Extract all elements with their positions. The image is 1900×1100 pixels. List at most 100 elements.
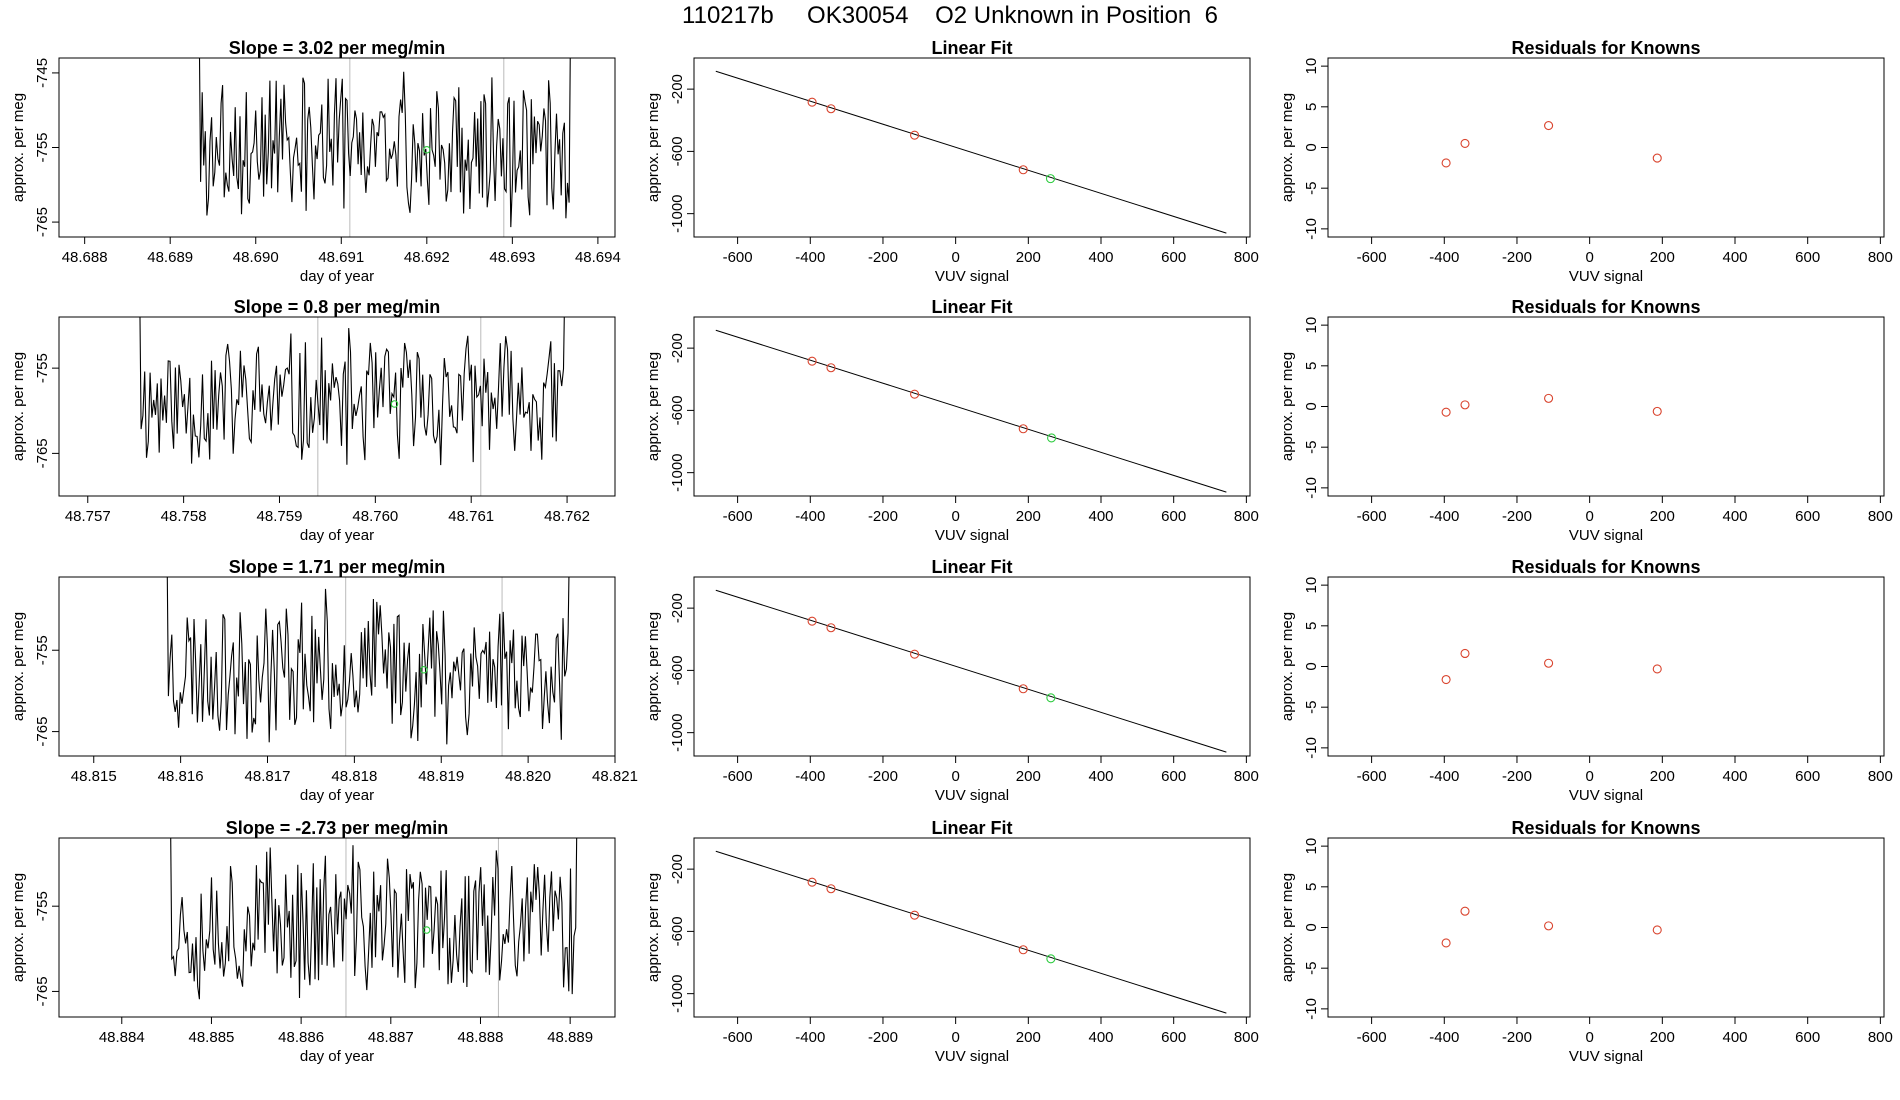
y-tick-label: 10 (1303, 838, 1320, 855)
y-tick-label: -1000 (669, 194, 686, 232)
y-tick-label: 0 (1303, 923, 1320, 931)
y-axis-label: approx. per meg (645, 93, 662, 202)
known-point (807, 97, 817, 107)
chart-title: Linear Fit (931, 818, 1012, 838)
x-tick-label: 600 (1795, 768, 1820, 785)
y-tick-label: 5 (1303, 362, 1320, 370)
x-tick-label: 0 (1585, 768, 1593, 785)
known-point (807, 616, 817, 626)
residual-point (1544, 921, 1554, 931)
x-axis-label: VUV signal (935, 787, 1009, 804)
y-tick-label: -600 (669, 916, 686, 946)
x-tick-label: 48.692 (404, 249, 450, 266)
x-tick-label: -400 (1429, 1029, 1459, 1046)
plot-frame (693, 576, 1251, 757)
residual-point (1652, 406, 1662, 416)
chart-title: Residuals for Knowns (1511, 818, 1700, 838)
x-tick-label: 600 (1795, 508, 1820, 525)
y-axis-label: approx. per meg (1279, 873, 1296, 982)
x-tick-label: 48.761 (448, 508, 494, 525)
plot-frame (693, 57, 1251, 238)
y-tick-label: -600 (669, 655, 686, 685)
y-tick-label: -600 (669, 136, 686, 166)
unknown-point (423, 145, 431, 154)
x-tick-label: 600 (1795, 249, 1820, 266)
plot-frame (693, 837, 1251, 1018)
plot-area (1441, 120, 1662, 168)
y-tick-label: 10 (1303, 317, 1320, 334)
y-tick-label: -200 (669, 593, 686, 623)
plot-area (715, 850, 1227, 1014)
x-tick-label: 600 (1795, 1029, 1820, 1046)
x-tick-label: 800 (1868, 249, 1893, 266)
y-tick-label: 5 (1303, 103, 1320, 111)
x-tick-label: 48.759 (257, 508, 303, 525)
x-tick-label: 0 (1585, 1029, 1593, 1046)
unknown-point (420, 666, 428, 674)
x-tick-label: -200 (868, 249, 898, 266)
y-tick-label: -755 (34, 132, 51, 162)
chart-title: Slope = 3.02 per meg/min (229, 38, 446, 58)
known-point (1018, 945, 1028, 955)
chart-panel-time-4: Slope = -2.73 per meg/min 48.884 48.885 48.… (10, 818, 616, 1065)
residual-point (1441, 407, 1451, 417)
residual-point (1544, 393, 1554, 403)
x-axis-label: day of year (300, 1048, 374, 1065)
plot-frame (58, 576, 616, 757)
chart-title: Linear Fit (931, 38, 1012, 58)
plot-frame (1327, 576, 1885, 757)
x-tick-label: 400 (1088, 768, 1113, 785)
plot-area (1441, 648, 1662, 685)
chart-title: Residuals for Knowns (1511, 557, 1700, 577)
known-point (826, 104, 836, 114)
data-trace-line (170, 838, 578, 1000)
x-tick-label: -600 (1357, 249, 1387, 266)
y-tick-label: -5 (1303, 182, 1320, 195)
residual-point (1460, 400, 1470, 410)
x-tick-label: 48.757 (65, 508, 111, 525)
fit-line (715, 70, 1227, 234)
y-tick-label: -5 (1303, 701, 1320, 714)
chart-title: Linear Fit (931, 297, 1012, 317)
y-tick-label: -765 (34, 717, 51, 747)
x-tick-label: -400 (795, 1029, 825, 1046)
unknown-point (1046, 693, 1056, 703)
known-point (910, 389, 920, 399)
x-tick-label: -600 (723, 249, 753, 266)
x-tick-label: 0 (951, 1029, 959, 1046)
y-tick-label: -200 (669, 854, 686, 884)
x-tick-label: -200 (1502, 1029, 1532, 1046)
x-tick-label: 800 (1234, 768, 1259, 785)
x-tick-label: 400 (1722, 249, 1747, 266)
x-tick-label: 800 (1868, 508, 1893, 525)
plot-frame (1327, 837, 1885, 1018)
unknown-point (1047, 433, 1057, 443)
chart-panel-residuals-2: Residuals for Knowns -600 -400 -200 0 200 400 6… (1279, 297, 1893, 544)
x-tick-label: 200 (1016, 1029, 1041, 1046)
x-tick-label: 200 (1650, 508, 1675, 525)
y-tick-label: -5 (1303, 441, 1320, 454)
x-tick-label: 0 (1585, 508, 1593, 525)
plot-frame (58, 837, 616, 1018)
plot-area (170, 838, 578, 1017)
known-point (910, 130, 920, 140)
y-tick-label: -755 (34, 891, 51, 921)
residual-point (1544, 658, 1554, 668)
y-tick-label: -10 (1303, 218, 1320, 240)
x-axis-label: VUV signal (1569, 268, 1643, 285)
known-point (807, 877, 817, 887)
y-tick-label: 5 (1303, 883, 1320, 891)
x-tick-label: 800 (1234, 249, 1259, 266)
x-tick-label: 48.889 (547, 1029, 593, 1046)
x-tick-label: 600 (1161, 249, 1186, 266)
y-axis-label: approx. per meg (10, 612, 27, 721)
residual-point (1544, 120, 1554, 131)
data-trace-line (139, 317, 565, 466)
x-tick-label: 800 (1234, 1029, 1259, 1046)
y-tick-label: -765 (34, 438, 51, 468)
chart-title: Residuals for Knowns (1511, 38, 1700, 58)
x-tick-label: 48.888 (458, 1029, 504, 1046)
x-tick-label: 400 (1722, 508, 1747, 525)
y-tick-label: 0 (1303, 402, 1320, 410)
y-tick-label: 5 (1303, 622, 1320, 630)
